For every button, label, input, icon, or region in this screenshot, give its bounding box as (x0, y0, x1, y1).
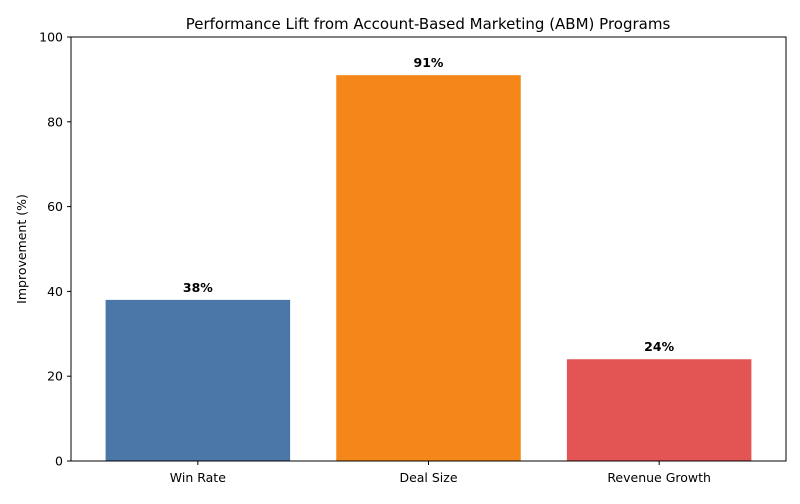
x-tick-label: Win Rate (170, 470, 226, 485)
x-tick-label: Deal Size (399, 470, 457, 485)
y-tick-label: 100 (39, 30, 63, 45)
y-axis-label: Improvement (%) (14, 194, 29, 304)
y-tick-label: 60 (47, 199, 63, 214)
plot-area: 38% Win Rate 91% Deal Size 24% Revenue Growth… (39, 30, 787, 485)
bar-deal-size (336, 75, 521, 461)
x-tick-label: Revenue Growth (607, 470, 711, 485)
y-tick-label: 0 (55, 454, 63, 469)
data-label: 91% (414, 55, 444, 70)
y-tick-label: 20 (47, 369, 63, 384)
chart-title: Performance Lift from Account-Based Mark… (186, 15, 671, 33)
y-tick-label: 80 (47, 114, 63, 129)
bar-revenue-growth (566, 359, 752, 461)
bar-win-rate (105, 299, 291, 461)
data-label: 38% (183, 280, 213, 295)
y-tick-label: 40 (47, 284, 63, 299)
axes-frame (70, 36, 787, 462)
data-label: 24% (644, 339, 674, 354)
